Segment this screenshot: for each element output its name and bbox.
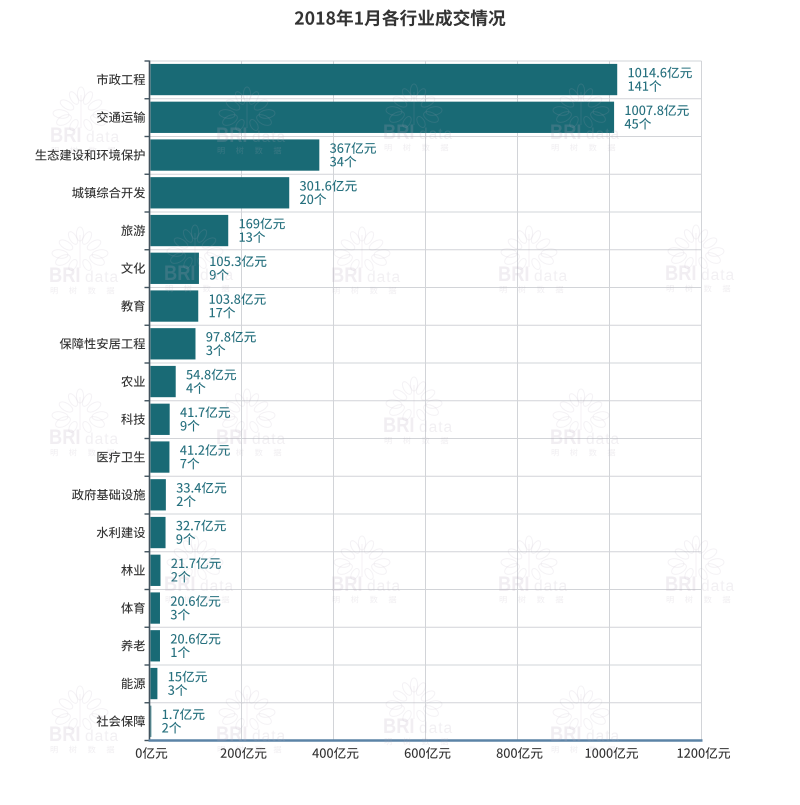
svg-text:data: data	[586, 728, 620, 745]
svg-text:BRI: BRI	[383, 715, 415, 738]
svg-text:BRI: BRI	[498, 263, 530, 286]
svg-text:BRI: BRI	[164, 573, 196, 596]
svg-text:data: data	[419, 720, 453, 737]
svg-text:data: data	[367, 269, 401, 286]
svg-text:BRI: BRI	[49, 426, 81, 449]
svg-text:data: data	[534, 578, 568, 595]
svg-text:BRI: BRI	[383, 121, 415, 144]
svg-text:data: data	[200, 267, 234, 284]
svg-text:BRI: BRI	[665, 262, 697, 285]
svg-text:data: data	[85, 728, 119, 745]
svg-text:BRI: BRI	[383, 414, 415, 437]
svg-text:data: data	[85, 431, 119, 448]
svg-text:BRI: BRI	[216, 723, 248, 746]
svg-text:data: data	[419, 126, 453, 143]
svg-text:data: data	[252, 129, 286, 146]
svg-text:BRI: BRI	[49, 723, 81, 746]
svg-text:BRI: BRI	[164, 262, 196, 285]
svg-text:BRI: BRI	[331, 264, 363, 287]
svg-text:BRI: BRI	[216, 124, 248, 147]
svg-text:data: data	[586, 431, 620, 448]
svg-text:BRI: BRI	[216, 426, 248, 449]
svg-text:BRI: BRI	[550, 426, 582, 449]
svg-text:data: data	[85, 269, 119, 286]
svg-text:BRI: BRI	[550, 121, 582, 144]
svg-text:data: data	[86, 129, 120, 146]
svg-text:BRI: BRI	[498, 573, 530, 596]
svg-text:data: data	[252, 431, 286, 448]
svg-text:data: data	[586, 126, 620, 143]
svg-text:BRI: BRI	[50, 124, 82, 147]
svg-text:data: data	[419, 419, 453, 436]
svg-text:BRI: BRI	[550, 723, 582, 746]
svg-text:BRI: BRI	[331, 573, 363, 596]
svg-text:data: data	[200, 578, 234, 595]
svg-text:data: data	[367, 578, 401, 595]
svg-text:data: data	[534, 268, 568, 285]
svg-text:data: data	[701, 267, 735, 284]
svg-text:BRI: BRI	[665, 573, 697, 596]
svg-text:data: data	[252, 728, 286, 745]
svg-text:data: data	[701, 578, 735, 595]
svg-text:BRI: BRI	[49, 264, 81, 287]
